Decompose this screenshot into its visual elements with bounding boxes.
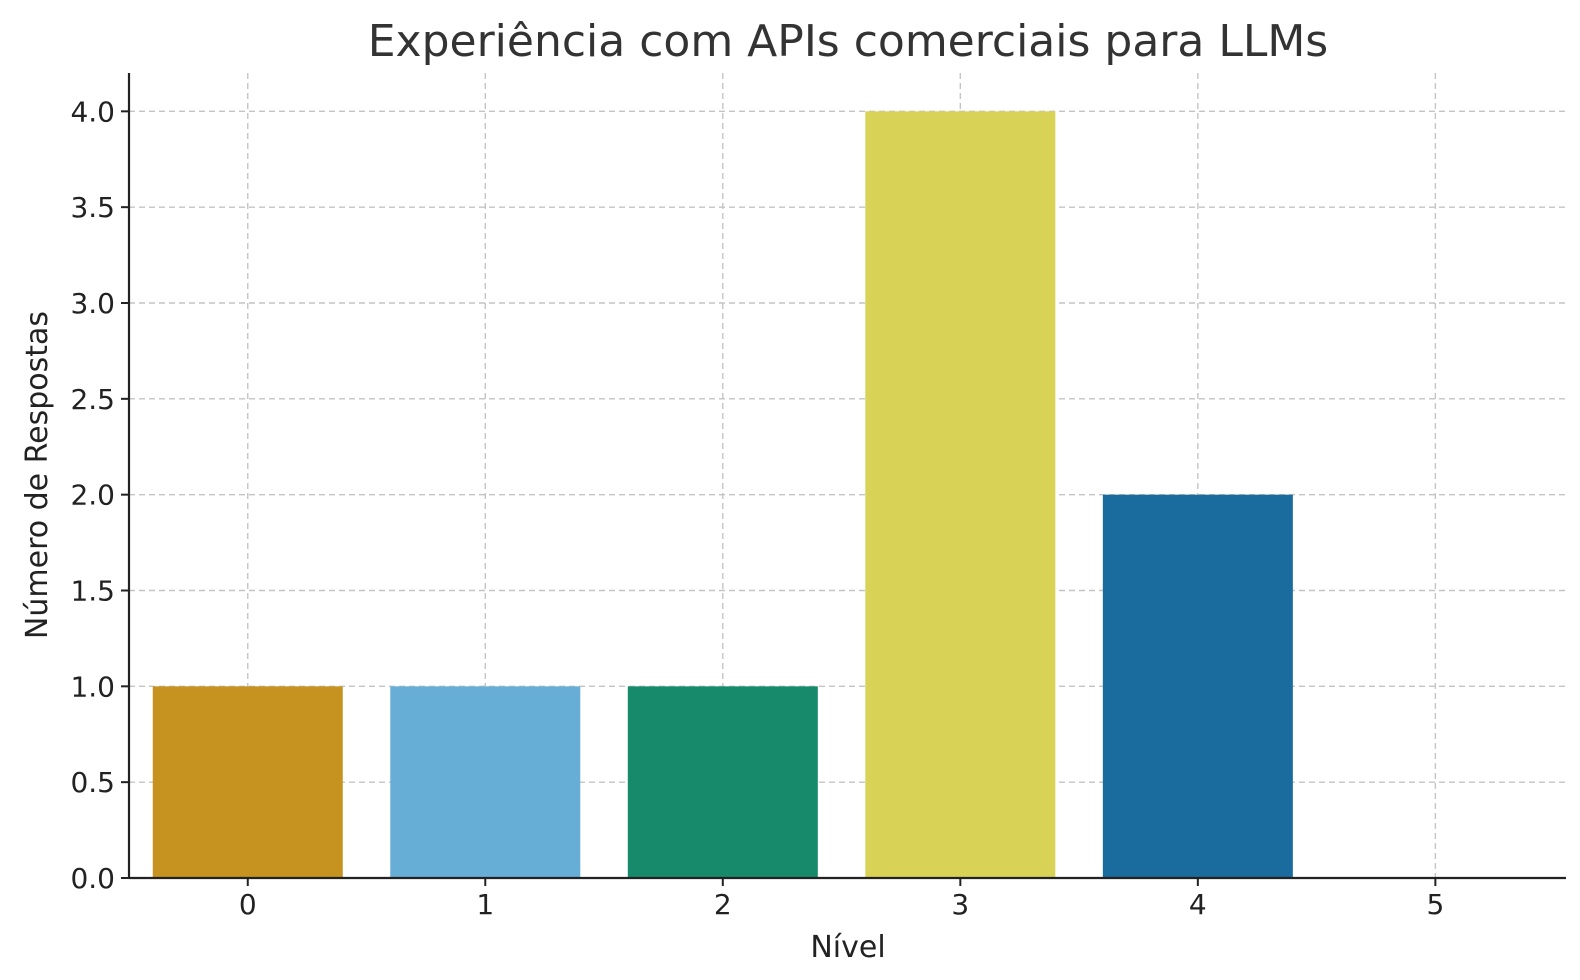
y-tick-label: 1.0: [70, 670, 115, 703]
x-tick-label: 1: [476, 888, 494, 921]
bar-0: [152, 686, 343, 878]
y-tick-label: 3.5: [70, 191, 115, 224]
axes-layer: [127, 73, 1566, 880]
bar-4: [1102, 494, 1293, 878]
bar-1: [390, 686, 581, 878]
y-tick-label: 2.0: [70, 479, 115, 512]
y-tick-label: 0.5: [70, 766, 115, 799]
ticks-layer: 0.0 0.5 1.0 1.5 2.0 2.5 3.0 3.5 4.0 0 1 2 3 4 5: [70, 95, 1444, 921]
x-axis-label: Nível: [810, 930, 885, 965]
grid-layer: [129, 73, 1566, 879]
y-axis-label: Número de Respostas: [20, 311, 55, 639]
y-tick-label: 4.0: [70, 95, 115, 128]
bar-2: [627, 686, 818, 878]
bars-layer: [152, 111, 1293, 879]
y-tick-label: 0.0: [70, 862, 115, 895]
y-tick-label: 3.0: [70, 287, 115, 320]
x-tick-label: 0: [239, 888, 257, 921]
x-tick-label: 2: [714, 888, 732, 921]
chart-title: Experiência com APIs comerciais para LLM…: [368, 16, 1328, 67]
y-tick-label: 2.5: [70, 383, 115, 416]
y-tick-label: 1.5: [70, 575, 115, 608]
bar-3: [865, 111, 1056, 879]
x-tick-label: 4: [1189, 888, 1207, 921]
x-tick-label: 3: [951, 888, 969, 921]
x-tick-label: 5: [1426, 888, 1444, 921]
